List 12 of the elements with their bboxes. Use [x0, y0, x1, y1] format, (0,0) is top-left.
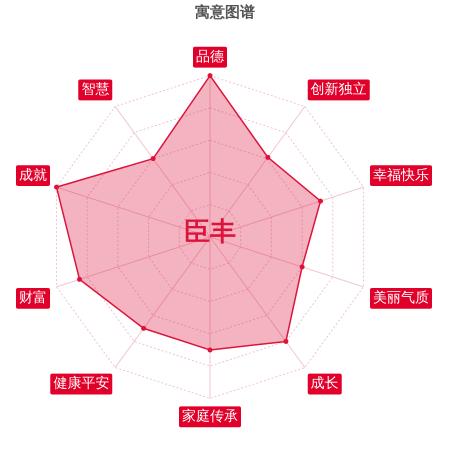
spoke-label: 美丽气质 [373, 290, 429, 306]
spoke-label: 幸福快乐 [373, 167, 429, 184]
text: 臣丰 [184, 216, 236, 247]
spoke-label: 财富 [19, 290, 47, 306]
spoke-label: 健康平安 [53, 376, 110, 392]
spoke-label: 智慧 [81, 82, 110, 98]
chart-title: 寓意图谱 [195, 2, 255, 21]
spoke-label: 家庭传承 [182, 408, 238, 424]
spoke-label: 品德 [196, 48, 224, 65]
spoke-label: 成长 [310, 376, 339, 392]
spoke-label: 成就 [19, 167, 47, 184]
spoke-label: 创新独立 [310, 82, 367, 98]
